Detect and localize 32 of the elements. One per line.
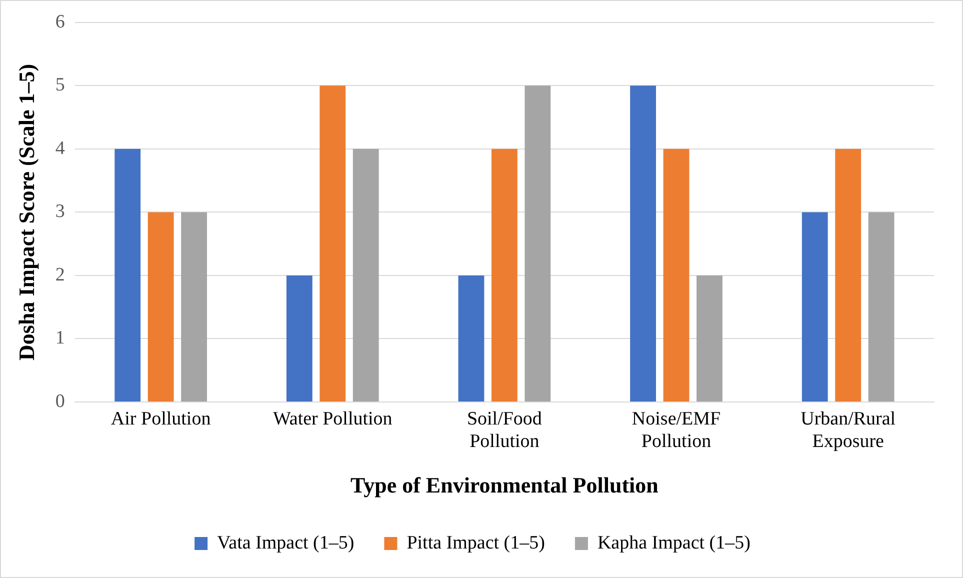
bar bbox=[320, 86, 346, 402]
bar bbox=[802, 212, 828, 402]
y-tick-label: 2 bbox=[55, 264, 65, 286]
bar bbox=[114, 148, 141, 402]
y-tick-label: 0 bbox=[55, 390, 65, 412]
y-tick-label: 1 bbox=[55, 328, 65, 349]
bar bbox=[630, 86, 656, 402]
bar bbox=[352, 148, 379, 402]
bar bbox=[286, 275, 312, 402]
bar bbox=[148, 212, 174, 402]
y-tick-label: 3 bbox=[55, 201, 65, 222]
bar bbox=[868, 212, 894, 402]
bar bbox=[696, 275, 722, 402]
bar bbox=[181, 212, 207, 402]
bar bbox=[458, 275, 484, 402]
bar bbox=[835, 148, 862, 402]
x-tick-label: Air Pollution bbox=[110, 408, 212, 430]
y-axis-title: Dosha Impact Score (Scale 1–5) bbox=[14, 64, 39, 360]
legend-label: Pitta Impact (1–5) bbox=[406, 532, 545, 554]
legend-label: Kapha Impact (1–5) bbox=[597, 532, 750, 554]
bar bbox=[491, 148, 518, 402]
y-tick-label: 4 bbox=[55, 138, 66, 159]
y-tick-label: 5 bbox=[55, 74, 65, 96]
bar bbox=[663, 148, 690, 402]
x-tick-label: Urban/Rural Exposure bbox=[800, 408, 896, 452]
x-tick-label: Water Pollution bbox=[272, 408, 393, 430]
x-axis-title: Type of Environmental Pollution bbox=[350, 472, 658, 498]
legend-label: Vata Impact (1–5) bbox=[217, 532, 354, 554]
y-tick-label: 6 bbox=[55, 11, 65, 32]
x-tick-label: Noise/EMF Pollution bbox=[632, 408, 721, 452]
bar bbox=[524, 86, 551, 402]
x-tick-label: Soil/Food Pollution bbox=[466, 408, 542, 452]
